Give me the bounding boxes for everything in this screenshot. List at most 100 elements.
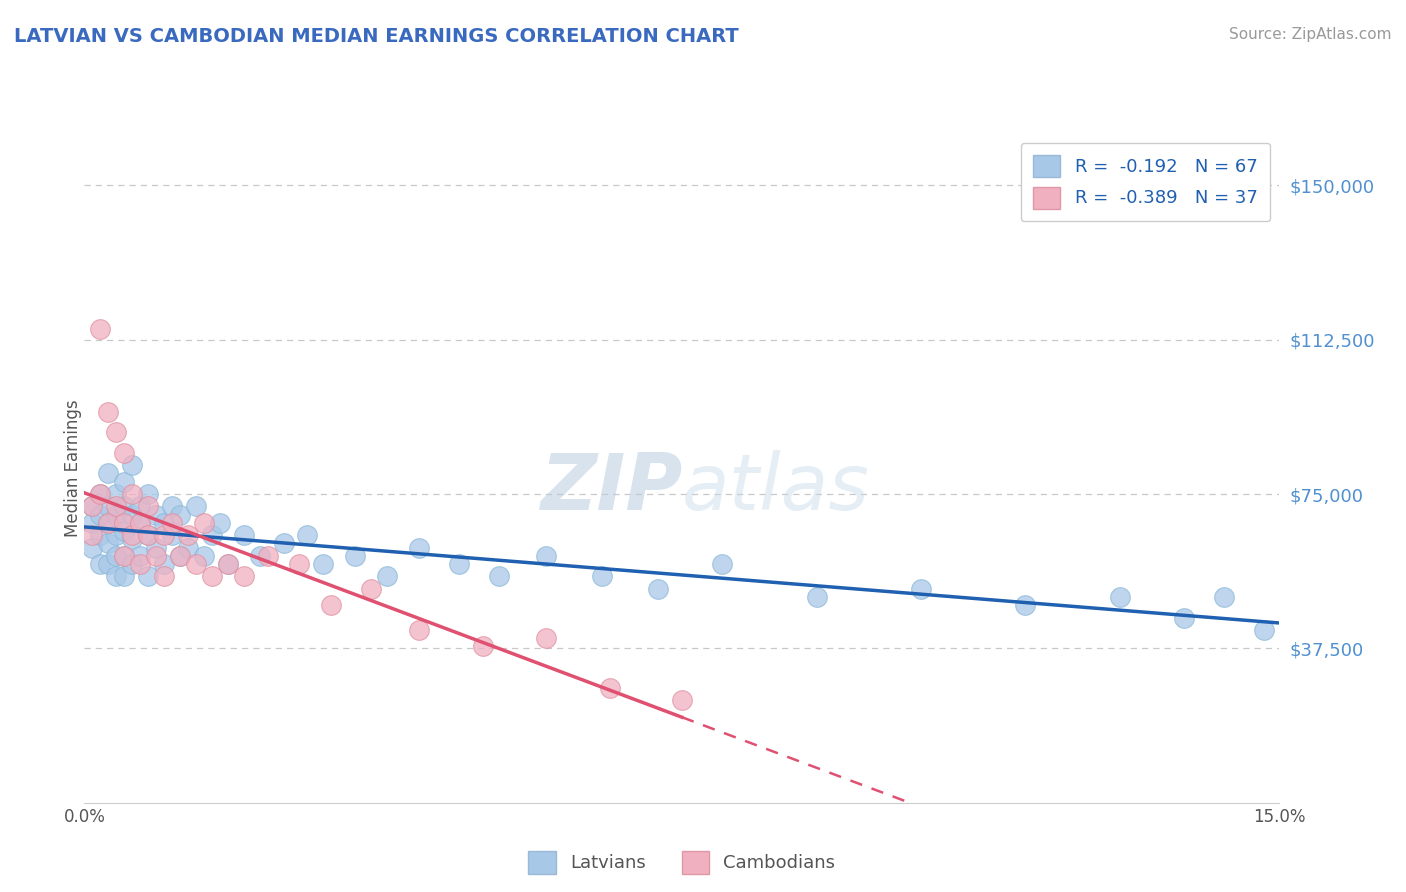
Point [121,557,143,571]
Point [105,500,128,514]
Point [112,446,135,460]
Point [360,582,382,596]
Point [256,549,278,563]
Point [112,516,135,530]
Point [169,549,191,563]
Point [89,508,111,522]
Point [232,528,254,542]
Point [105,425,128,440]
Point [89,322,111,336]
Point [97,557,120,571]
Point [201,528,224,542]
Point [136,528,159,542]
Point [89,487,111,501]
Text: ZIP: ZIP [540,450,682,526]
Point [184,557,207,571]
Point [599,681,621,695]
Point [97,516,120,530]
Point [193,516,215,530]
Point [1212,590,1234,604]
Point [288,557,311,571]
Point [193,549,215,563]
Point [184,500,207,514]
Point [145,508,167,522]
Point [471,640,494,654]
Point [136,500,159,514]
Y-axis label: Median Earnings: Median Earnings [65,400,82,537]
Point [1014,598,1036,612]
Point [105,549,128,563]
Point [408,541,430,555]
Point [408,623,430,637]
Point [217,557,239,571]
Point [112,500,135,514]
Point [82,541,104,555]
Point [249,549,271,563]
Point [97,516,120,530]
Point [217,557,239,571]
Point [136,569,159,583]
Point [375,569,398,583]
Point [97,467,120,481]
Point [273,536,295,550]
Point [129,516,152,530]
Point [160,528,183,542]
Point [153,557,176,571]
Point [112,549,135,563]
Point [232,569,254,583]
Point [153,528,176,542]
Point [671,693,693,707]
Point [297,528,319,542]
Point [488,569,510,583]
Point [201,569,224,583]
Point [910,582,932,596]
Point [105,569,128,583]
Point [647,582,669,596]
Point [591,569,613,583]
Point [121,508,143,522]
Point [145,549,167,563]
Point [121,528,143,542]
Point [177,528,200,542]
Point [312,557,335,571]
Point [1253,623,1275,637]
Point [1173,610,1195,624]
Point [112,569,135,583]
Legend: Latvians, Cambodians: Latvians, Cambodians [522,844,842,880]
Point [89,557,111,571]
Text: LATVIAN VS CAMBODIAN MEDIAN EARNINGS CORRELATION CHART: LATVIAN VS CAMBODIAN MEDIAN EARNINGS COR… [14,27,738,45]
Point [710,557,733,571]
Point [806,590,828,604]
Point [82,500,104,514]
Point [153,569,176,583]
Point [105,508,128,522]
Point [208,516,231,530]
Point [129,500,152,514]
Point [145,541,167,555]
Point [121,458,143,473]
Point [112,549,135,563]
Point [169,549,191,563]
Point [344,549,367,563]
Point [121,487,143,501]
Point [447,557,470,571]
Point [129,549,152,563]
Point [82,516,104,530]
Point [105,528,128,542]
Point [97,405,120,419]
Point [1109,590,1132,604]
Point [177,541,200,555]
Point [97,536,120,550]
Point [136,487,159,501]
Point [153,516,176,530]
Point [89,528,111,542]
Point [112,475,135,489]
Point [160,516,183,530]
Point [160,500,183,514]
Point [82,500,104,514]
Point [129,557,152,571]
Point [105,487,128,501]
Point [321,598,343,612]
Point [89,487,111,501]
Point [121,533,143,547]
